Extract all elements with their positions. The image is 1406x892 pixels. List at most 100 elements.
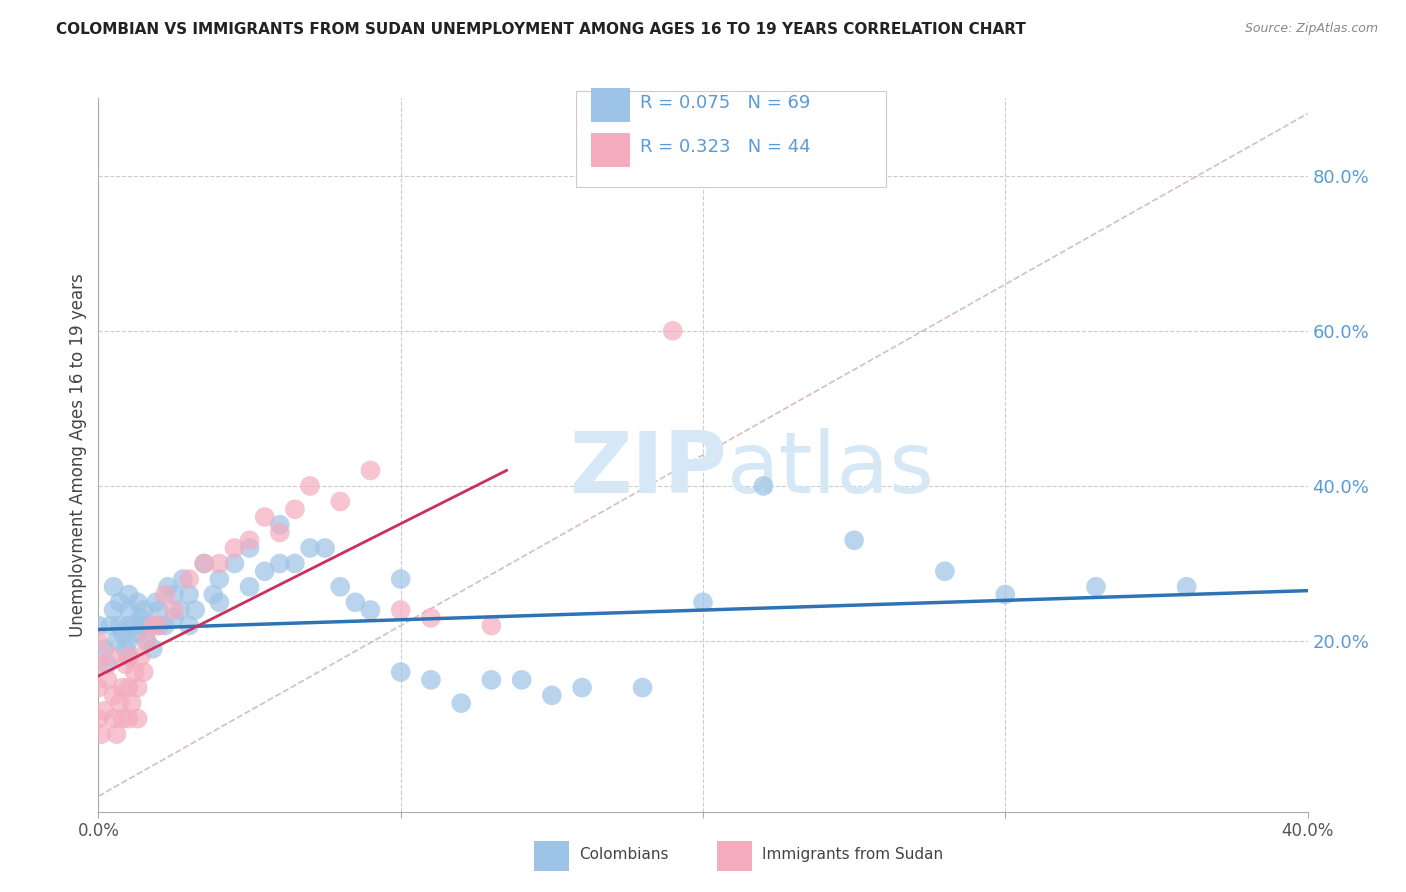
Point — [224, 557, 246, 571]
Point — [127, 681, 149, 695]
Point — [103, 580, 125, 594]
Point — [299, 541, 322, 555]
Text: ZIP: ZIP — [569, 427, 727, 511]
Point — [481, 618, 503, 632]
Point — [1085, 580, 1108, 594]
Point — [752, 479, 775, 493]
Point — [105, 634, 128, 648]
Point — [193, 557, 215, 571]
Point — [135, 634, 157, 648]
Point — [540, 689, 562, 703]
Point — [284, 502, 307, 516]
Point — [127, 712, 149, 726]
Point — [142, 641, 165, 656]
Point — [87, 657, 110, 672]
Point — [169, 603, 191, 617]
Point — [153, 588, 176, 602]
Point — [239, 541, 262, 555]
Point — [360, 463, 382, 477]
Point — [118, 649, 141, 664]
Point — [269, 557, 291, 571]
Point — [108, 618, 131, 632]
Point — [284, 557, 307, 571]
Point — [179, 572, 201, 586]
Point — [934, 564, 956, 578]
Point — [481, 673, 503, 687]
Point — [420, 611, 443, 625]
Point — [108, 696, 131, 710]
Point — [450, 696, 472, 710]
Point — [389, 603, 412, 617]
Point — [118, 681, 141, 695]
Point — [111, 712, 134, 726]
Point — [329, 580, 352, 594]
Point — [208, 572, 231, 586]
Point — [124, 665, 146, 679]
Point — [692, 595, 714, 609]
Point — [208, 557, 231, 571]
Point — [1175, 580, 1198, 594]
Point — [202, 588, 225, 602]
Point — [314, 541, 336, 555]
Point — [844, 533, 866, 548]
Point — [111, 681, 134, 695]
Point — [179, 618, 201, 632]
Point — [118, 588, 141, 602]
Point — [121, 696, 143, 710]
Point — [571, 681, 593, 695]
Point — [118, 634, 141, 648]
Text: COLOMBIAN VS IMMIGRANTS FROM SUDAN UNEMPLOYMENT AMONG AGES 16 TO 19 YEARS CORREL: COLOMBIAN VS IMMIGRANTS FROM SUDAN UNEMP… — [56, 22, 1026, 37]
Point — [132, 618, 155, 632]
Point — [105, 727, 128, 741]
Point — [87, 618, 110, 632]
Point — [253, 564, 276, 578]
Point — [163, 603, 186, 617]
Point — [389, 572, 412, 586]
Point — [239, 533, 262, 548]
Point — [87, 681, 110, 695]
Point — [631, 681, 654, 695]
Point — [118, 603, 141, 617]
Point — [100, 649, 122, 664]
Point — [142, 618, 165, 632]
Y-axis label: Unemployment Among Ages 16 to 19 years: Unemployment Among Ages 16 to 19 years — [69, 273, 87, 637]
Point — [124, 618, 146, 632]
Point — [148, 618, 170, 632]
Point — [139, 618, 162, 632]
Point — [172, 572, 194, 586]
Point — [127, 595, 149, 609]
Text: Source: ZipAtlas.com: Source: ZipAtlas.com — [1244, 22, 1378, 36]
Point — [87, 712, 110, 726]
Point — [329, 494, 352, 508]
Point — [994, 588, 1017, 602]
Point — [96, 657, 118, 672]
Point — [93, 704, 115, 718]
Point — [127, 626, 149, 640]
Text: R = 0.075   N = 69: R = 0.075 N = 69 — [640, 94, 810, 112]
Point — [103, 689, 125, 703]
Text: atlas: atlas — [727, 427, 935, 511]
Point — [93, 641, 115, 656]
Point — [114, 657, 136, 672]
Point — [148, 603, 170, 617]
Point — [87, 634, 110, 648]
Point — [118, 649, 141, 664]
Point — [184, 603, 207, 617]
Point — [253, 510, 276, 524]
Point — [662, 324, 685, 338]
Point — [360, 603, 382, 617]
Point — [114, 641, 136, 656]
Point — [163, 611, 186, 625]
Point — [239, 580, 262, 594]
Point — [103, 712, 125, 726]
Point — [111, 626, 134, 640]
Point — [108, 595, 131, 609]
Point — [100, 618, 122, 632]
Point — [96, 673, 118, 687]
Point — [420, 673, 443, 687]
Text: R = 0.323   N = 44: R = 0.323 N = 44 — [640, 138, 810, 156]
Point — [135, 634, 157, 648]
Point — [118, 712, 141, 726]
Point — [153, 618, 176, 632]
Point — [118, 618, 141, 632]
